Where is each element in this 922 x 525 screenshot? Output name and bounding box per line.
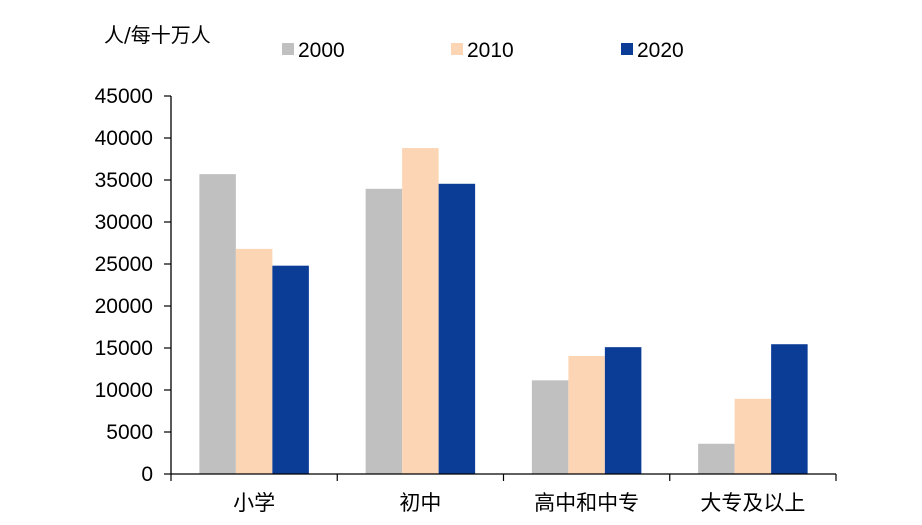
bar-2000-4 [698, 443, 735, 474]
x-category-label: 小学 [233, 491, 275, 515]
legend-swatch-2020 [621, 43, 633, 55]
y-tick-label: 35000 [95, 169, 153, 192]
bar-2010-2 [402, 148, 439, 474]
legend-swatch-2000 [282, 43, 294, 55]
x-axis: 小学 初中 高中和中专 大专及以上 [170, 473, 837, 515]
bar-2020-3 [604, 347, 642, 474]
bar-2010-4 [734, 398, 772, 474]
bar-2000-3 [531, 380, 569, 474]
bar-2000-2 [365, 188, 403, 474]
y-tick-label: 30000 [95, 211, 153, 234]
legend-label: 2020 [637, 39, 684, 62]
bar-2010-1 [235, 248, 273, 474]
y-tick-label: 5000 [106, 421, 153, 444]
y-tick-label: 15000 [95, 337, 153, 360]
legend-label: 2010 [467, 39, 514, 62]
x-category-label: 大专及以上 [700, 491, 805, 515]
y-tick-label: 20000 [95, 295, 153, 318]
bar-2000-1 [199, 174, 236, 474]
y-tick-label: 25000 [95, 253, 153, 276]
legend-swatch-2010 [451, 43, 463, 55]
y-tick-label: 45000 [95, 85, 153, 108]
bar-2020-2 [438, 183, 476, 474]
y-axis-unit-label: 人/每十万人 [104, 23, 211, 47]
legend-label: 2000 [298, 39, 345, 62]
y-tick-label: 0 [141, 463, 153, 486]
x-category-label: 高中和中专 [534, 491, 639, 515]
y-tick-label: 10000 [95, 379, 153, 402]
bar-2020-4 [771, 344, 808, 474]
bar-2010-3 [568, 355, 605, 474]
x-category-label: 初中 [399, 491, 441, 515]
y-tick-label: 40000 [95, 127, 153, 150]
bar-2020-1 [272, 265, 309, 474]
legend: 2000 2010 2020 [282, 39, 684, 62]
bars [199, 148, 808, 474]
y-axis: 0 5000 10000 15000 20000 25000 30000 35000 40000… [95, 85, 172, 486]
